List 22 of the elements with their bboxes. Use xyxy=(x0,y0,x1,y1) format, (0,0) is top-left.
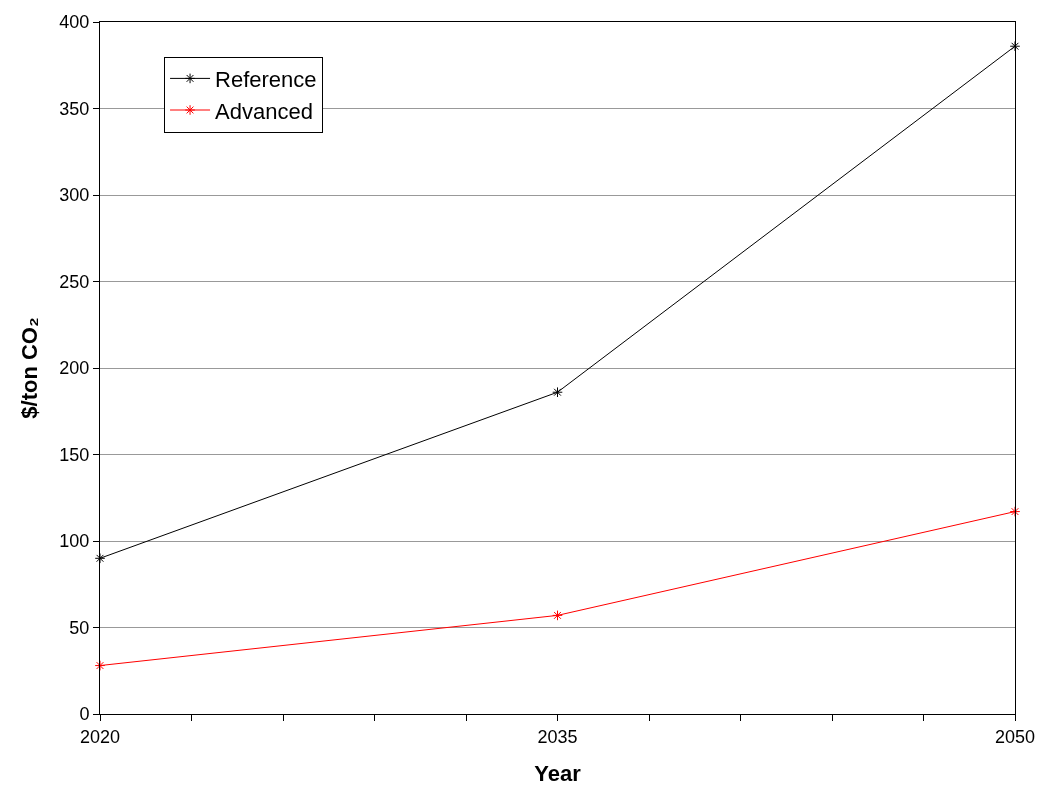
x-tick-label: 2050 xyxy=(994,726,1036,747)
y-tick-label: 0 xyxy=(79,704,90,725)
x-tick-label: 2020 xyxy=(79,726,121,747)
legend-label: Reference xyxy=(215,66,317,92)
point xyxy=(1009,506,1021,517)
point xyxy=(552,386,563,398)
y-tick-label: 350 xyxy=(59,98,90,119)
point xyxy=(94,553,106,564)
y-tick-label: 200 xyxy=(59,358,90,379)
x-axis-title: Year xyxy=(534,761,582,787)
y-tick-label: 50 xyxy=(69,617,90,638)
y-tick-label: 250 xyxy=(59,271,90,292)
x-tick-label: 2035 xyxy=(537,726,578,747)
point xyxy=(552,610,563,621)
point xyxy=(94,660,106,671)
y-axis-title: $/ton CO₂ xyxy=(17,317,43,419)
y-tick-label: 100 xyxy=(59,531,90,552)
y-tick-label: 300 xyxy=(59,185,90,206)
point xyxy=(1009,40,1021,52)
y-tick-label: 150 xyxy=(59,444,90,465)
legend-label: Advanced xyxy=(215,98,313,124)
y-tick-label: 400 xyxy=(59,12,90,33)
